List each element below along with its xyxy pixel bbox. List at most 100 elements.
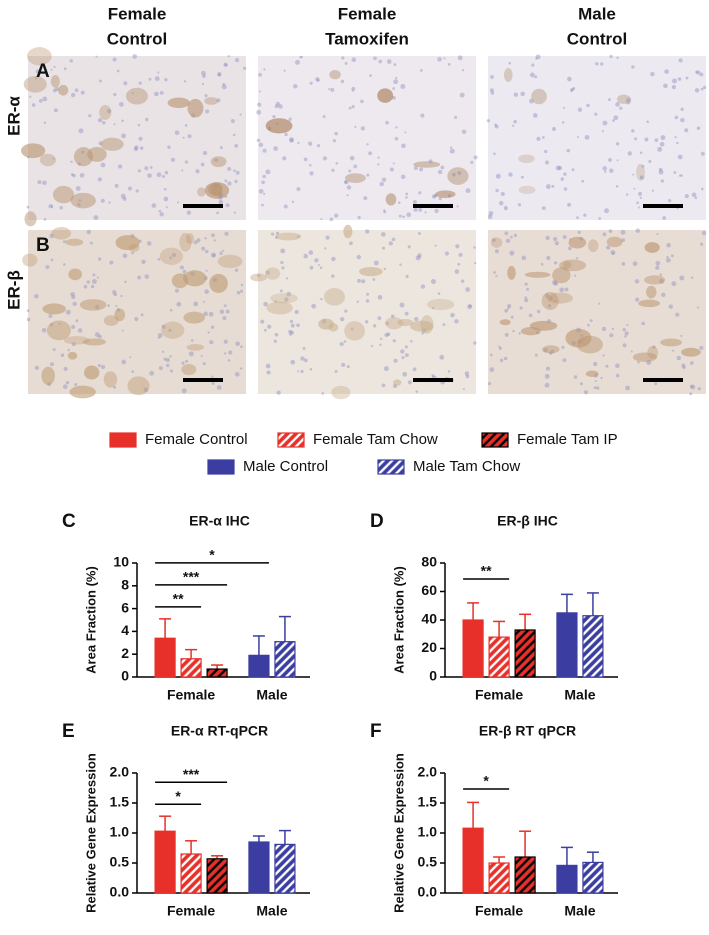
bar <box>488 636 510 678</box>
bar <box>206 668 228 678</box>
x-tick-label: Female <box>475 903 523 919</box>
panel-letter: F <box>370 721 382 742</box>
y-tick-label: 1.5 <box>110 794 130 810</box>
y-tick-label: 2 <box>121 645 129 661</box>
micrograph-image <box>256 55 478 222</box>
y-tick-label: 0 <box>429 668 437 684</box>
y-tick-label: 2.0 <box>110 764 130 780</box>
x-tick-label: Female <box>167 687 215 703</box>
panel-letter: A <box>36 61 50 82</box>
panel-letter: B <box>36 235 50 256</box>
column-header: Male <box>578 4 616 23</box>
y-tick-label: 80 <box>421 554 437 570</box>
legend-swatch <box>377 459 405 475</box>
bar <box>154 637 176 678</box>
panel-letter: C <box>62 511 76 532</box>
micrograph-image <box>250 224 477 400</box>
scale-bar <box>413 204 453 208</box>
y-tick-label: 40 <box>421 611 437 627</box>
column-header: Tamoxifen <box>325 29 409 48</box>
legend-label: Female Control <box>145 431 248 448</box>
y-axis-label: Area Fraction (%) <box>83 566 98 674</box>
micrograph-image <box>22 227 246 399</box>
legend-swatch <box>277 432 305 448</box>
panel-letter: D <box>370 511 384 532</box>
bar <box>206 858 228 894</box>
significance-label: * <box>483 773 489 789</box>
y-tick-label: 0 <box>121 668 129 684</box>
bar <box>514 856 536 894</box>
legend-swatch <box>109 432 137 448</box>
y-tick-label: 0.5 <box>110 854 130 870</box>
x-tick-label: Male <box>564 903 595 919</box>
bar <box>462 827 484 894</box>
micrograph-image <box>486 54 707 220</box>
y-tick-label: 10 <box>113 554 129 570</box>
bar <box>180 658 202 678</box>
significance-label: *** <box>183 569 200 585</box>
bar <box>248 841 270 894</box>
significance-label: *** <box>183 766 200 782</box>
y-tick-label: 1.0 <box>418 824 438 840</box>
bar <box>556 612 578 678</box>
bar <box>462 619 484 678</box>
y-tick-label: 0.0 <box>110 884 130 900</box>
row-label: ER-β <box>4 270 23 310</box>
legend-label: Female Tam Chow <box>313 431 438 448</box>
y-tick-label: 6 <box>121 599 129 615</box>
x-tick-label: Female <box>475 687 523 703</box>
bar <box>514 629 536 678</box>
significance-label: * <box>209 547 215 563</box>
legend-swatch <box>207 459 235 475</box>
column-header: Control <box>107 29 167 48</box>
x-tick-label: Male <box>564 687 595 703</box>
legend-swatch <box>481 432 509 448</box>
y-tick-label: 8 <box>121 577 129 593</box>
scale-bar <box>183 204 223 208</box>
significance-label: ** <box>173 591 184 607</box>
bar <box>488 862 510 894</box>
chart-title: ER-β RT qPCR <box>479 723 576 739</box>
panel-letter: E <box>62 721 75 742</box>
row-label: ER-α <box>4 96 23 136</box>
bar <box>180 853 202 894</box>
y-tick-label: 4 <box>121 622 129 638</box>
micrograph-image <box>20 47 247 227</box>
legend-label: Male Control <box>243 458 328 475</box>
y-tick-label: 0.0 <box>418 884 438 900</box>
y-axis-label: Area Fraction (%) <box>391 566 406 674</box>
column-header: Female <box>108 4 167 23</box>
bar <box>274 843 296 894</box>
y-tick-label: 60 <box>421 582 437 598</box>
chart-title: ER-β IHC <box>497 513 558 529</box>
chart-title: ER-α IHC <box>189 513 250 529</box>
y-tick-label: 1.5 <box>418 794 438 810</box>
y-axis-label: Relative Gene Expression <box>83 753 98 913</box>
micrograph-image <box>487 228 707 396</box>
legend-label: Male Tam Chow <box>413 458 520 475</box>
bar <box>248 654 270 678</box>
y-tick-label: 0.5 <box>418 854 438 870</box>
column-header: Control <box>567 29 627 48</box>
x-tick-label: Female <box>167 903 215 919</box>
chart-title: ER-α RT-qPCR <box>171 723 268 739</box>
scale-bar <box>183 378 223 382</box>
x-tick-label: Male <box>256 903 287 919</box>
x-tick-label: Male <box>256 687 287 703</box>
bar <box>556 864 578 894</box>
y-axis-label: Relative Gene Expression <box>391 753 406 913</box>
y-tick-label: 2.0 <box>418 764 438 780</box>
scale-bar <box>643 378 683 382</box>
significance-label: * <box>175 788 181 804</box>
y-tick-label: 1.0 <box>110 824 130 840</box>
bar <box>274 641 296 678</box>
bar <box>582 615 604 678</box>
scale-bar <box>643 204 683 208</box>
column-header: Female <box>338 4 397 23</box>
y-tick-label: 20 <box>421 639 437 655</box>
scale-bar <box>413 378 453 382</box>
significance-label: ** <box>481 563 492 579</box>
bar <box>154 830 176 894</box>
bar <box>582 861 604 894</box>
